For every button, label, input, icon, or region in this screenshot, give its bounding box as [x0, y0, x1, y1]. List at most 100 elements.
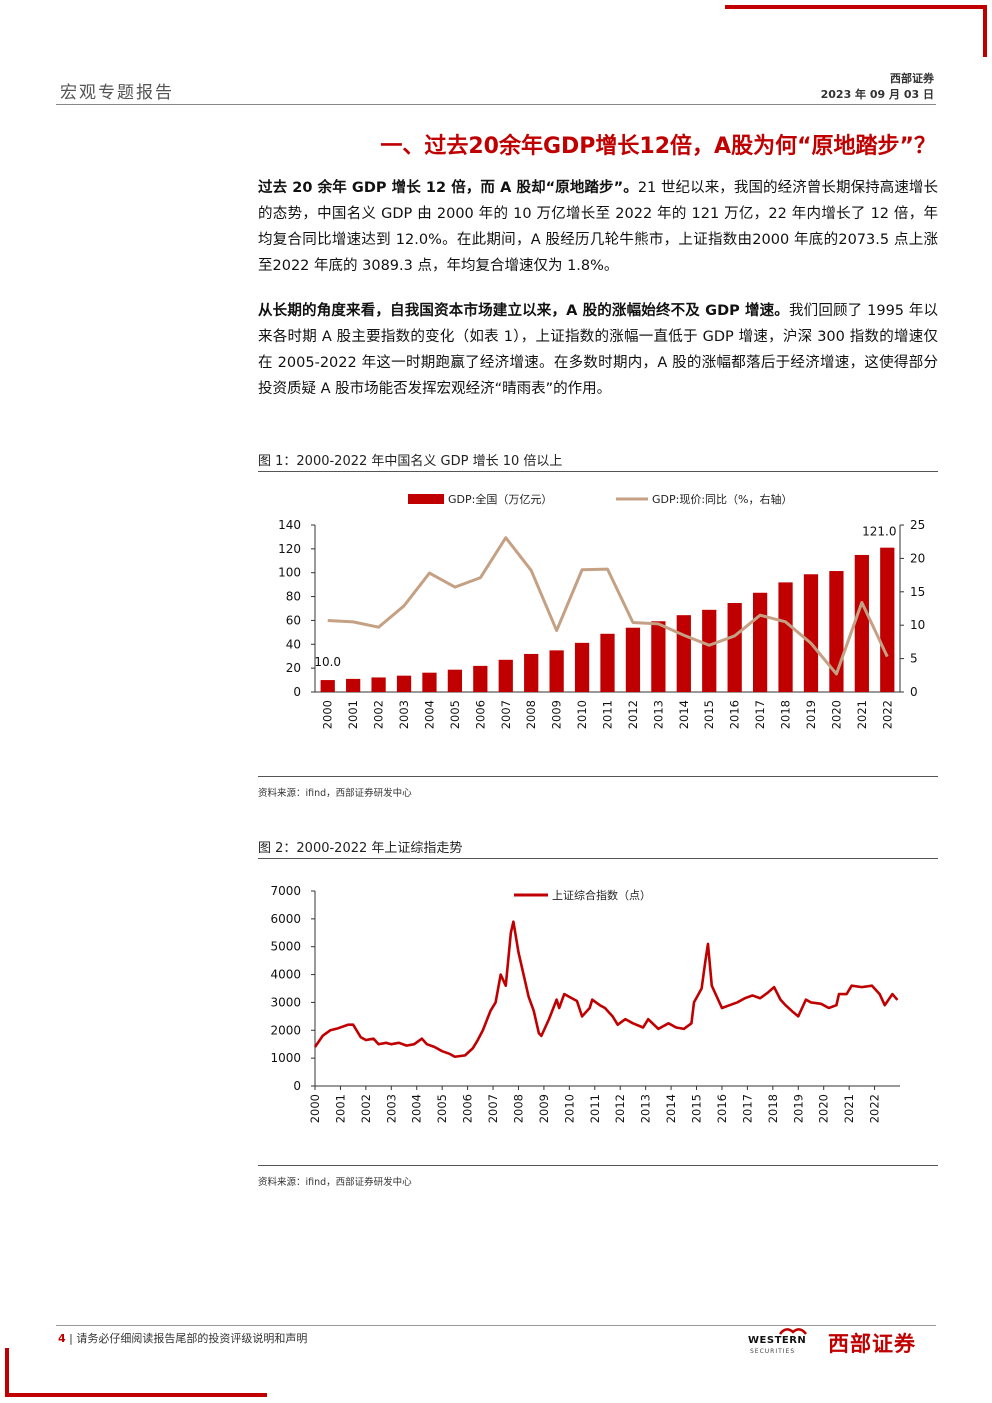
sse-index-chart: 上证综合指数（点） 0 1000 2000 3000 4000 5000 6000 7000 20… [270, 884, 900, 1123]
gdp-bar [676, 615, 691, 692]
x-tick-label: 2015 [690, 1094, 704, 1123]
legend-label-gdp: GDP:全国（万亿元） [448, 492, 552, 506]
x-tick-label: 2001 [346, 700, 360, 729]
x-tick-label: 2009 [537, 1094, 551, 1123]
left-tick-label: 0 [293, 685, 301, 699]
x-tick-label: 2016 [715, 1094, 729, 1123]
corner-decoration-bottom-v [5, 1348, 9, 1397]
gdp-bar [473, 665, 488, 692]
gdp-bar [371, 677, 386, 692]
header-divider [56, 104, 936, 105]
left-tick-label: 140 [278, 518, 301, 532]
report-type: 宏观专题报告 [60, 83, 174, 103]
corner-decoration-bottom-h [5, 1393, 267, 1397]
x-tick-label: 2003 [384, 1094, 398, 1123]
gdp-bar [880, 547, 895, 692]
x-tick-label: 2020 [817, 1094, 831, 1123]
gdp-bar [422, 672, 437, 692]
gdp-bar [803, 574, 819, 692]
figure-1-bottom-rule [258, 776, 938, 777]
x-tick-label: 2006 [473, 700, 487, 729]
paragraph-1-lead: 过去 20 余年 GDP 增长 12 倍，而 A 股却“原地踏步”。 [258, 180, 638, 196]
right-tick-label: 10 [910, 618, 925, 632]
x-tick-label: 2021 [855, 700, 869, 729]
x-tick-label: 2017 [753, 700, 767, 729]
bull-horns-icon [779, 1328, 807, 1335]
left-tick-label: 120 [278, 542, 301, 556]
gdp-bar [727, 603, 742, 692]
gdp-bar [346, 678, 361, 692]
paragraph-1: 过去 20 余年 GDP 增长 12 倍，而 A 股却“原地踏步”。21 世纪以… [258, 175, 938, 279]
x-tick-label: 2021 [842, 1094, 856, 1123]
legend-label-sse: 上证综合指数（点） [552, 888, 651, 902]
right-tick-label: 15 [910, 585, 925, 599]
x-tick-label: 2002 [372, 700, 386, 729]
left-tick-label: 100 [278, 566, 301, 580]
legend-label-growth: GDP:现价:同比（%，右轴） [652, 492, 793, 506]
x-tick-label: 2015 [702, 700, 716, 729]
x-tick-label: 2005 [448, 700, 462, 729]
figure-2-source: 资料来源：ifind，西部证券研发中心 [258, 1177, 412, 1188]
footer-separator: | [69, 1332, 73, 1345]
gdp-bar [854, 554, 869, 692]
company-logo: WESTERN SECURITIES 西部证券 [748, 1326, 938, 1356]
data-label-2000: 10.0 [314, 655, 341, 669]
legend-swatch-gdp [408, 494, 444, 504]
x-tick-label: 2019 [791, 1094, 805, 1123]
logo-english: WESTERN [748, 1335, 807, 1346]
x-tick-label: 2011 [601, 700, 615, 729]
corner-decoration-top-v [983, 5, 987, 57]
gdp-growth-line [327, 536, 889, 676]
right-tick-label: 5 [910, 652, 918, 666]
x-tick-label: 2002 [359, 1094, 373, 1123]
x-tick-label: 2012 [626, 700, 640, 729]
gdp-bar [549, 650, 564, 692]
footer-disclaimer: 4 | 请务必仔细阅读报告尾部的投资评级说明和声明 [58, 1330, 307, 1346]
x-tick-label: 2009 [550, 700, 564, 729]
x-tick-label: 2000 [308, 1094, 322, 1123]
gdp-chart: GDP:全国（万亿元） GDP:现价:同比（%，右轴）02040608010012… [278, 492, 925, 729]
gdp-bar [447, 669, 463, 692]
left-tick-label: 80 [286, 590, 301, 604]
right-tick-label: 25 [910, 518, 925, 532]
gdp-bar [498, 659, 513, 692]
gdp-bar [651, 621, 666, 692]
disclaimer-text: 请务必仔细阅读报告尾部的投资评级说明和声明 [76, 1332, 308, 1345]
x-tick-label: 2000 [321, 700, 335, 729]
header-company: 西部证券 [890, 72, 934, 85]
x-tick-label: 2004 [422, 700, 436, 729]
figure-2-top-rule [258, 858, 938, 859]
figure-1-title: 图 1：2000-2022 年中国名义 GDP 增长 10 倍以上 [258, 454, 563, 469]
y-tick-label: 2000 [270, 1023, 301, 1037]
left-tick-label: 60 [286, 613, 301, 627]
x-tick-label: 2008 [524, 700, 538, 729]
figure-2-bottom-rule [258, 1165, 938, 1166]
gdp-bar [702, 609, 717, 692]
page-number: 4 [58, 1332, 66, 1345]
x-tick-label: 2022 [880, 700, 894, 729]
figure-2-title: 图 2：2000-2022 年上证综指走势 [258, 841, 463, 856]
gdp-bar [574, 642, 590, 692]
x-tick-label: 2020 [829, 700, 843, 729]
y-tick-label: 1000 [270, 1051, 301, 1065]
y-tick-label: 6000 [270, 912, 301, 926]
figure-1-source: 资料来源：ifind，西部证券研发中心 [258, 788, 412, 799]
gdp-bar [396, 675, 412, 692]
x-tick-label: 2008 [511, 1094, 525, 1123]
gdp-bar [752, 592, 768, 692]
sse-index-line [313, 920, 899, 1059]
x-tick-label: 2003 [397, 700, 411, 729]
x-tick-label: 2007 [486, 1094, 500, 1123]
figure-1-top-rule [258, 471, 938, 472]
gdp-bar [778, 582, 793, 692]
y-tick-label: 4000 [270, 968, 301, 982]
x-tick-label: 2007 [499, 700, 513, 729]
x-tick-label: 2018 [779, 700, 793, 729]
x-tick-label: 2022 [868, 1094, 882, 1123]
x-tick-label: 2016 [728, 700, 742, 729]
logo-english-sub: SECURITIES [750, 1348, 796, 1355]
gdp-bar [524, 653, 539, 692]
x-tick-label: 2013 [651, 700, 665, 729]
x-tick-label: 2017 [740, 1094, 754, 1123]
paragraph-2: 从长期的角度来看，自我国资本市场建立以来，A 股的涨幅始终不及 GDP 增速。我… [258, 298, 938, 402]
